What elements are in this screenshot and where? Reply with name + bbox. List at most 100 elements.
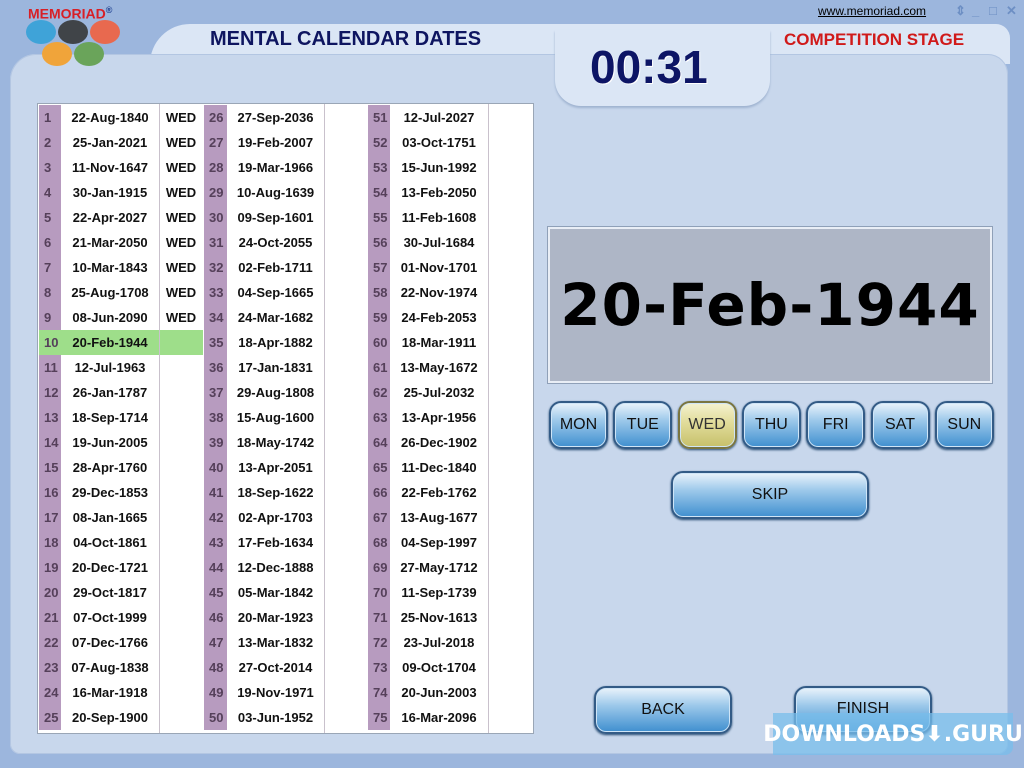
row-answer: WED bbox=[165, 185, 197, 200]
row-number: 62 bbox=[368, 380, 390, 405]
row-date: 29-Oct-1817 bbox=[73, 585, 147, 600]
row-number: 56 bbox=[368, 230, 390, 255]
row-answer bbox=[324, 155, 368, 180]
row-number: 9 bbox=[39, 305, 61, 330]
row-number: 55 bbox=[368, 205, 390, 230]
row-date: 10-Aug-1639 bbox=[236, 185, 315, 200]
row-number: 29 bbox=[204, 180, 227, 205]
day-button-wed[interactable]: WED bbox=[677, 401, 737, 449]
day-button-tue[interactable]: TUE bbox=[613, 401, 673, 449]
row-answer bbox=[324, 405, 368, 430]
row-number: 39 bbox=[204, 430, 227, 455]
row-answer bbox=[159, 655, 203, 680]
row-date: 02-Apr-1703 bbox=[238, 510, 313, 525]
row-number: 25 bbox=[39, 705, 61, 730]
row-answer bbox=[324, 230, 368, 255]
column-divider bbox=[324, 104, 325, 733]
day-button-mon[interactable]: MON bbox=[549, 401, 608, 449]
row-number: 69 bbox=[368, 555, 390, 580]
row-answer bbox=[159, 580, 203, 605]
row-number: 46 bbox=[204, 605, 227, 630]
row-number: 28 bbox=[204, 155, 227, 180]
row-date: 16-Mar-1918 bbox=[72, 685, 148, 700]
row-number: 23 bbox=[39, 655, 61, 680]
close-icon[interactable]: ✕ bbox=[1006, 3, 1017, 18]
row-answer bbox=[488, 355, 532, 380]
row-number: 44 bbox=[204, 555, 227, 580]
dates-table: 1 22-Aug-1840 WED 2 25-Jan-2021 WED 3 11-Nov-16… bbox=[37, 103, 534, 734]
row-number: 73 bbox=[368, 655, 390, 680]
row-date: 22-Feb-1762 bbox=[401, 485, 477, 500]
row-number: 34 bbox=[204, 305, 227, 330]
row-answer: WED bbox=[165, 160, 197, 175]
row-number: 5 bbox=[39, 205, 61, 230]
row-answer bbox=[324, 330, 368, 355]
row-date: 13-Mar-1832 bbox=[237, 635, 314, 650]
row-number: 70 bbox=[368, 580, 390, 605]
timer-tab bbox=[555, 30, 770, 106]
row-number: 35 bbox=[204, 330, 227, 355]
day-button-sat[interactable]: SAT bbox=[870, 401, 930, 449]
row-date: 24-Mar-1682 bbox=[237, 310, 314, 325]
row-number: 30 bbox=[204, 205, 227, 230]
row-date: 15-Jun-1992 bbox=[401, 160, 477, 175]
day-button-thu[interactable]: THU bbox=[741, 401, 801, 449]
row-answer bbox=[159, 480, 203, 505]
row-date: 13-Apr-1956 bbox=[401, 410, 477, 425]
row-answer bbox=[488, 105, 532, 130]
row-answer bbox=[324, 105, 368, 130]
row-answer bbox=[488, 605, 532, 630]
current-date-display: 20-Feb-1944 bbox=[548, 227, 992, 383]
row-number: 3 bbox=[39, 155, 61, 180]
resize-icon[interactable]: ⇕ bbox=[955, 3, 966, 18]
row-answer bbox=[324, 555, 368, 580]
day-button-sun[interactable]: SUN bbox=[934, 401, 994, 449]
row-number: 47 bbox=[204, 630, 227, 655]
row-number: 11 bbox=[39, 355, 61, 380]
row-date: 18-May-1742 bbox=[236, 435, 315, 450]
column-divider bbox=[159, 104, 160, 733]
day-button-fri[interactable]: FRI bbox=[806, 401, 866, 449]
row-number: 60 bbox=[368, 330, 390, 355]
row-answer bbox=[488, 630, 532, 655]
row-date: 21-Mar-2050 bbox=[72, 235, 148, 250]
row-answer bbox=[159, 530, 203, 555]
row-answer bbox=[488, 255, 532, 280]
row-date: 20-Dec-1721 bbox=[72, 560, 148, 575]
row-answer bbox=[488, 180, 532, 205]
maximize-icon[interactable]: □ bbox=[989, 3, 997, 18]
row-number: 1 bbox=[39, 105, 61, 130]
row-date: 24-Feb-2053 bbox=[401, 310, 477, 325]
row-number: 21 bbox=[39, 605, 61, 630]
row-answer bbox=[159, 705, 203, 730]
row-date: 19-Jun-2005 bbox=[72, 435, 148, 450]
website-link[interactable]: www.memoriad.com bbox=[818, 4, 927, 18]
skip-button[interactable]: SKIP bbox=[671, 471, 869, 519]
row-number: 68 bbox=[368, 530, 390, 555]
row-date: 22-Apr-2027 bbox=[72, 210, 148, 225]
back-button[interactable]: BACK bbox=[594, 686, 732, 734]
row-number: 49 bbox=[204, 680, 227, 705]
row-answer bbox=[324, 530, 368, 555]
row-number: 52 bbox=[368, 130, 390, 155]
row-number: 50 bbox=[204, 705, 227, 730]
row-number: 2 bbox=[39, 130, 61, 155]
row-date: 24-Oct-2055 bbox=[238, 235, 313, 250]
row-date: 19-Feb-2007 bbox=[237, 135, 314, 150]
row-date: 22-Nov-1974 bbox=[400, 285, 478, 300]
row-answer bbox=[488, 580, 532, 605]
row-date: 09-Oct-1704 bbox=[402, 660, 476, 675]
row-number: 32 bbox=[204, 255, 227, 280]
row-number: 37 bbox=[204, 380, 227, 405]
minimize-icon[interactable]: _ bbox=[972, 3, 980, 18]
row-answer bbox=[324, 655, 368, 680]
row-date: 19-Mar-1966 bbox=[237, 160, 314, 175]
row-date: 25-Nov-1613 bbox=[400, 610, 478, 625]
row-answer bbox=[159, 330, 203, 355]
row-date: 28-Apr-1760 bbox=[72, 460, 148, 475]
row-date: 04-Sep-1997 bbox=[401, 535, 477, 550]
row-date: 16-Mar-2096 bbox=[401, 710, 477, 725]
row-date: 10-Mar-1843 bbox=[72, 260, 148, 275]
row-number: 67 bbox=[368, 505, 390, 530]
row-answer: WED bbox=[165, 310, 197, 325]
